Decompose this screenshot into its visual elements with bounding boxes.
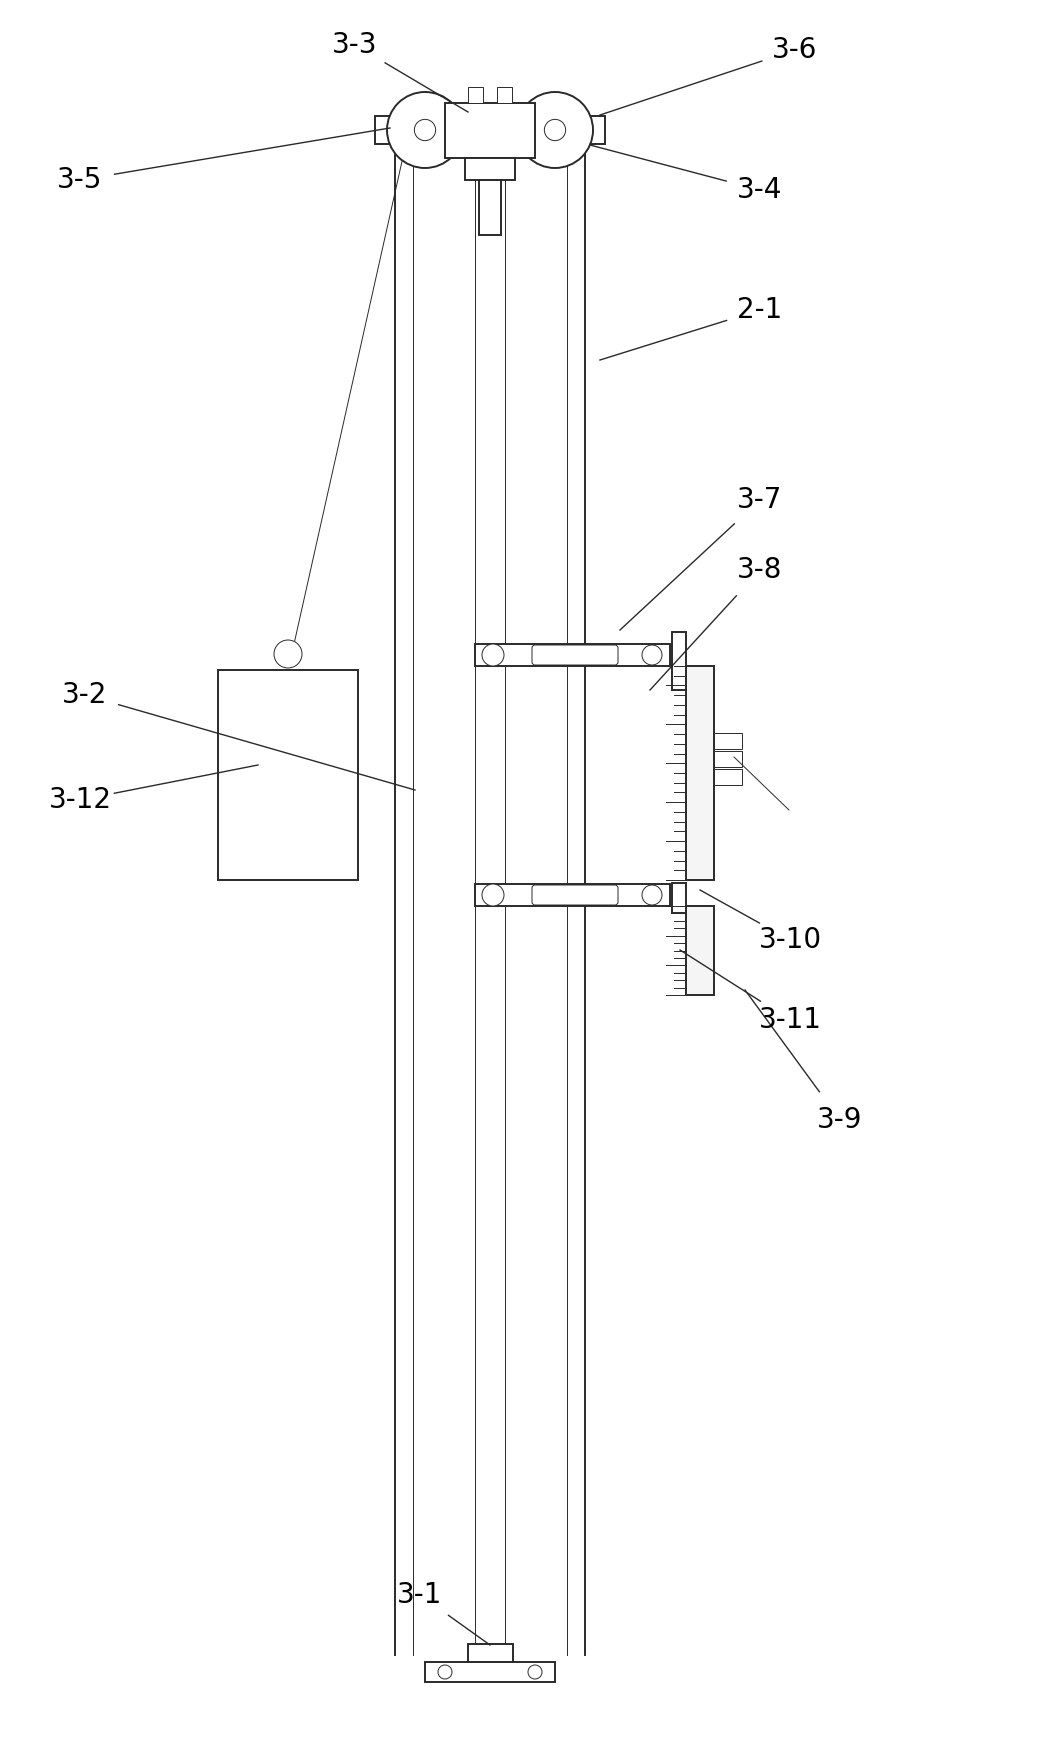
Bar (479, 180, 501, 235)
Bar (467, 1643, 512, 1662)
Text: 3-11: 3-11 (759, 1006, 822, 1034)
Bar (475, 884, 670, 906)
Bar (672, 884, 686, 914)
Bar (425, 1662, 555, 1682)
Text: 3-3: 3-3 (332, 31, 377, 60)
Circle shape (387, 93, 463, 168)
Text: 2-1: 2-1 (738, 296, 783, 324)
FancyBboxPatch shape (532, 646, 618, 665)
Bar (714, 733, 742, 749)
Text: 3-12: 3-12 (48, 786, 111, 814)
Bar (445, 103, 534, 158)
Bar (475, 644, 670, 667)
Circle shape (544, 119, 566, 140)
Circle shape (528, 1664, 542, 1678)
Circle shape (517, 93, 593, 168)
Text: 3-10: 3-10 (759, 926, 822, 954)
Circle shape (642, 646, 662, 665)
Bar (218, 670, 358, 880)
Text: 3-1: 3-1 (397, 1580, 442, 1608)
Circle shape (274, 640, 302, 668)
Circle shape (438, 1664, 452, 1678)
Bar (714, 751, 742, 766)
Bar (672, 632, 686, 690)
Text: 3-5: 3-5 (58, 166, 103, 194)
Text: 3-6: 3-6 (772, 37, 817, 65)
Bar (468, 86, 483, 103)
Bar (375, 116, 605, 144)
Circle shape (482, 644, 504, 667)
Text: 3-7: 3-7 (738, 487, 783, 514)
FancyBboxPatch shape (532, 886, 618, 905)
Text: 3-2: 3-2 (62, 681, 108, 709)
Text: 3-8: 3-8 (738, 556, 783, 584)
Bar (497, 86, 512, 103)
Circle shape (414, 119, 436, 140)
Bar (465, 158, 515, 180)
Circle shape (642, 886, 662, 905)
Bar (686, 906, 714, 996)
Bar (714, 768, 742, 786)
Text: 3-9: 3-9 (817, 1106, 863, 1134)
Bar (686, 667, 714, 880)
Circle shape (482, 884, 504, 906)
Text: 3-4: 3-4 (738, 177, 783, 205)
